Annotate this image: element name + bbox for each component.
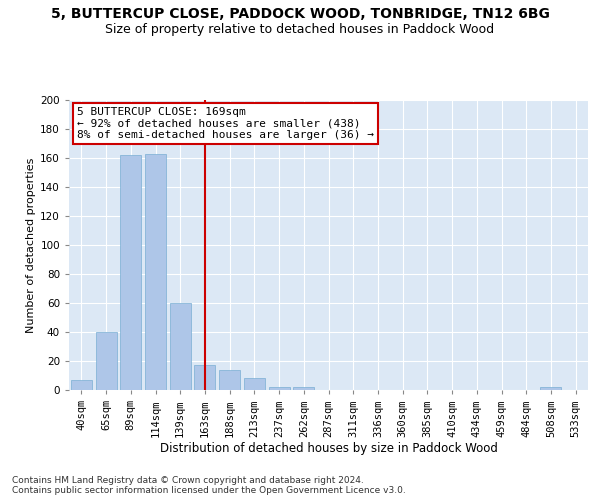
- Text: Contains HM Land Registry data © Crown copyright and database right 2024.
Contai: Contains HM Land Registry data © Crown c…: [12, 476, 406, 495]
- Bar: [145, 154, 166, 390]
- Text: 5 BUTTERCUP CLOSE: 169sqm
← 92% of detached houses are smaller (438)
8% of semi-: 5 BUTTERCUP CLOSE: 169sqm ← 92% of detac…: [77, 108, 374, 140]
- Y-axis label: Number of detached properties: Number of detached properties: [26, 158, 36, 332]
- Bar: [244, 378, 265, 390]
- X-axis label: Distribution of detached houses by size in Paddock Wood: Distribution of detached houses by size …: [160, 442, 497, 455]
- Bar: [293, 387, 314, 390]
- Bar: [95, 332, 116, 390]
- Bar: [194, 366, 215, 390]
- Text: Size of property relative to detached houses in Paddock Wood: Size of property relative to detached ho…: [106, 22, 494, 36]
- Bar: [170, 303, 191, 390]
- Bar: [120, 155, 141, 390]
- Text: 5, BUTTERCUP CLOSE, PADDOCK WOOD, TONBRIDGE, TN12 6BG: 5, BUTTERCUP CLOSE, PADDOCK WOOD, TONBRI…: [50, 8, 550, 22]
- Bar: [219, 370, 240, 390]
- Bar: [541, 387, 562, 390]
- Bar: [269, 387, 290, 390]
- Bar: [71, 380, 92, 390]
